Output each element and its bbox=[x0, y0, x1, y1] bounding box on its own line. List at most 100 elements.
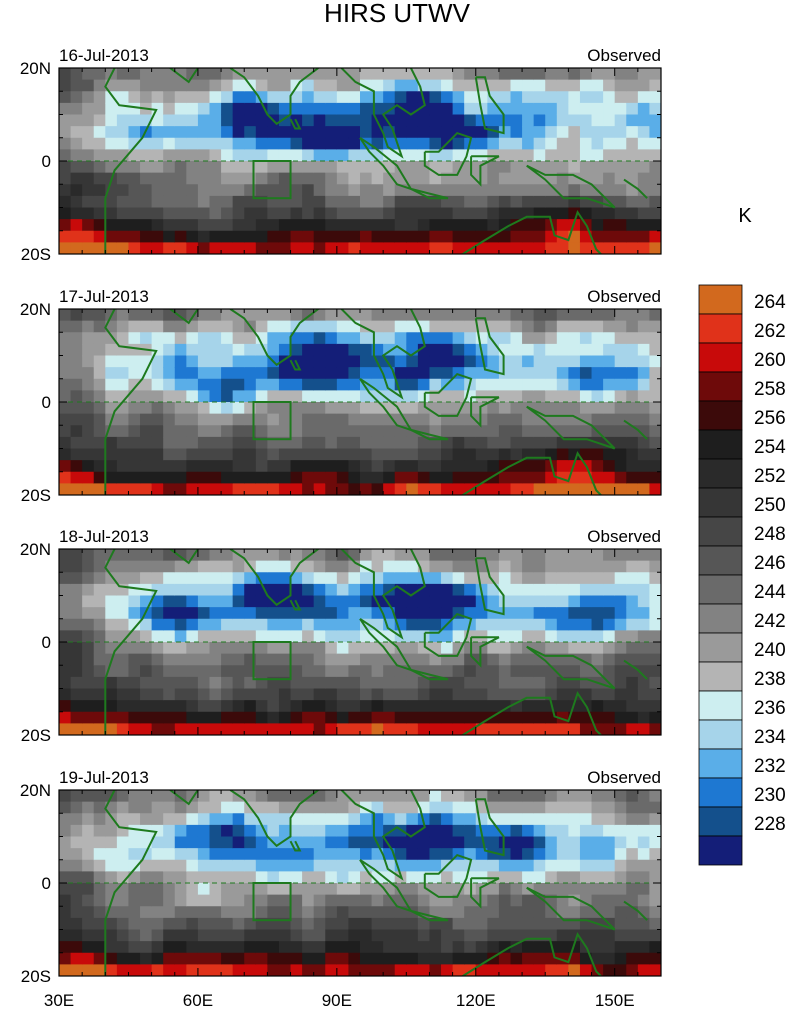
heatmap-cell bbox=[244, 700, 257, 713]
heatmap-cell bbox=[464, 583, 477, 597]
heatmap-cell bbox=[441, 207, 454, 220]
heatmap-cell bbox=[186, 700, 199, 713]
heatmap-cell bbox=[128, 309, 141, 322]
heatmap-cell bbox=[336, 402, 350, 415]
heatmap-cell bbox=[116, 836, 130, 849]
heatmap-cell bbox=[302, 824, 315, 838]
heatmap-cell bbox=[336, 941, 350, 954]
heatmap-cell bbox=[533, 149, 546, 162]
heatmap-cell bbox=[93, 583, 106, 597]
heatmap-cell bbox=[417, 68, 431, 81]
heatmap-cell bbox=[649, 941, 661, 954]
heatmap-cell bbox=[325, 618, 338, 631]
heatmap-cell bbox=[614, 332, 627, 345]
heatmap-cell bbox=[510, 483, 523, 495]
heatmap-cell bbox=[70, 711, 83, 724]
heatmap-cell bbox=[371, 906, 384, 919]
heatmap-cell bbox=[371, 560, 384, 573]
heatmap-cell bbox=[417, 102, 431, 116]
heatmap-cell bbox=[336, 126, 350, 139]
heatmap-cell bbox=[533, 320, 546, 333]
heatmap-cell bbox=[151, 917, 164, 931]
heatmap-cell bbox=[591, 894, 604, 907]
heatmap-cell bbox=[82, 906, 95, 919]
heatmap-cell bbox=[93, 642, 106, 655]
heatmap-cell bbox=[383, 309, 396, 322]
heatmap-cell bbox=[313, 114, 326, 127]
heatmap-cell bbox=[232, 102, 245, 116]
heatmap-cell bbox=[140, 402, 153, 415]
heatmap-cell bbox=[221, 630, 234, 643]
heatmap-cell bbox=[464, 68, 477, 81]
heatmap-cell bbox=[603, 723, 616, 735]
heatmap-cell bbox=[348, 607, 361, 620]
heatmap-cell bbox=[140, 894, 153, 907]
heatmap-cell bbox=[59, 630, 72, 643]
heatmap-cell bbox=[614, 723, 627, 735]
heatmap-cell bbox=[614, 549, 627, 562]
heatmap-cell bbox=[348, 824, 361, 838]
heatmap-cell bbox=[545, 813, 558, 826]
heatmap-cell bbox=[116, 711, 130, 724]
heatmap-cell bbox=[394, 572, 407, 585]
heatmap-cell bbox=[290, 952, 303, 965]
heatmap-cell bbox=[116, 367, 130, 380]
heatmap-cell bbox=[232, 413, 245, 426]
heatmap-cell bbox=[614, 618, 627, 631]
heatmap-cell bbox=[626, 230, 639, 243]
heatmap-cell bbox=[70, 68, 83, 81]
heatmap-cell bbox=[70, 402, 83, 415]
heatmap-cell bbox=[591, 583, 604, 597]
heatmap-cell bbox=[313, 219, 326, 232]
heatmap-cell bbox=[197, 607, 211, 620]
heatmap-cell bbox=[186, 149, 199, 162]
heatmap-cell bbox=[487, 813, 500, 826]
heatmap-cell bbox=[221, 320, 234, 333]
heatmap-cell bbox=[649, 711, 661, 724]
heatmap-cell bbox=[487, 207, 500, 220]
heatmap-cell bbox=[579, 68, 593, 81]
heatmap-cell bbox=[336, 460, 350, 473]
heatmap-cell bbox=[487, 676, 500, 690]
heatmap-cell bbox=[278, 448, 292, 461]
heatmap-cell bbox=[278, 149, 292, 162]
heatmap-cell bbox=[556, 402, 569, 415]
heatmap-cell bbox=[417, 824, 431, 838]
heatmap-cell bbox=[533, 549, 546, 562]
heatmap-cell bbox=[441, 700, 454, 713]
heatmap-cell bbox=[290, 688, 303, 701]
heatmap-cell bbox=[510, 618, 523, 631]
heatmap-cell bbox=[498, 149, 512, 162]
heatmap-cell bbox=[498, 230, 512, 243]
heatmap-cell bbox=[637, 883, 651, 896]
heatmap-cell bbox=[128, 929, 141, 942]
heatmap-cell bbox=[637, 836, 651, 849]
heatmap-cell bbox=[452, 790, 465, 803]
heatmap-cell bbox=[522, 723, 535, 735]
heatmap-cell bbox=[267, 343, 280, 357]
heatmap-cell bbox=[348, 230, 361, 243]
heatmap-cell bbox=[348, 126, 361, 139]
heatmap-cell bbox=[429, 964, 442, 976]
heatmap-cell bbox=[498, 471, 512, 484]
heatmap-cell bbox=[59, 161, 72, 174]
heatmap-cell bbox=[59, 572, 72, 585]
heatmap-cell bbox=[452, 859, 465, 872]
heatmap-cell bbox=[417, 172, 431, 185]
heatmap-cell bbox=[105, 700, 118, 713]
heatmap-cell bbox=[325, 572, 338, 585]
heatmap-cell bbox=[128, 572, 141, 585]
heatmap-cell bbox=[498, 242, 512, 254]
heatmap-cell bbox=[429, 219, 442, 232]
heatmap-cell bbox=[406, 871, 419, 884]
heatmap-cell bbox=[522, 824, 535, 838]
heatmap-cell bbox=[221, 425, 234, 438]
colorbar-unit: K bbox=[738, 205, 752, 227]
heatmap-cell bbox=[140, 242, 153, 254]
heatmap-cell bbox=[568, 871, 581, 884]
heatmap-cell bbox=[255, 332, 268, 345]
heatmap-cell bbox=[464, 917, 477, 931]
heatmap-cell bbox=[140, 460, 153, 473]
heatmap-cell bbox=[255, 595, 268, 608]
heatmap-cell bbox=[186, 172, 199, 185]
